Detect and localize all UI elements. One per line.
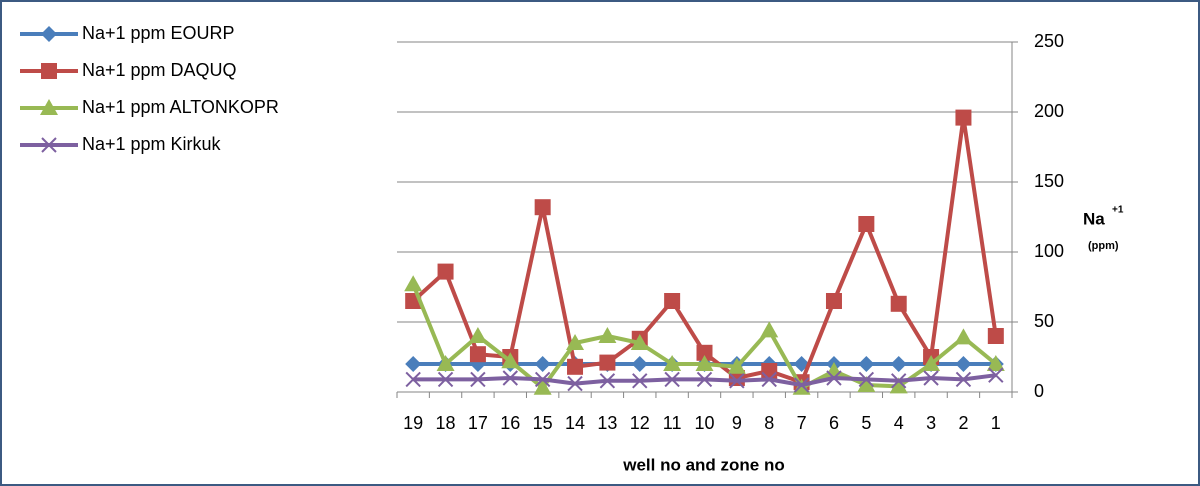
x-tick-label: 17 <box>468 413 488 433</box>
data-point <box>988 367 1004 383</box>
legend-label: Na+1 ppm DAQUQ <box>82 60 237 80</box>
data-point <box>599 354 616 371</box>
data-point <box>954 328 973 345</box>
x-tick-label: 14 <box>565 413 585 433</box>
y-axis-label-unit: (ppm) <box>1088 240 1119 252</box>
data-point <box>696 344 713 361</box>
data-point <box>695 355 714 371</box>
data-point <box>922 355 941 371</box>
y-tick-label: 150 <box>1034 171 1064 191</box>
data-point <box>761 363 778 379</box>
data-point <box>631 356 648 372</box>
data-point <box>826 370 842 386</box>
data-point <box>534 356 551 372</box>
legend-marker <box>40 99 58 115</box>
data-point <box>632 373 648 389</box>
data-point <box>955 356 972 372</box>
data-point <box>858 216 875 232</box>
x-tick-label: 19 <box>403 413 423 433</box>
data-point <box>501 352 520 369</box>
x-axis-label: well no and zone no <box>622 455 785 474</box>
x-tick-label: 9 <box>732 413 742 433</box>
data-point <box>664 371 680 388</box>
x-tick-label: 2 <box>958 413 968 433</box>
x-tick-label: 4 <box>894 413 904 433</box>
data-point <box>436 355 455 371</box>
data-point <box>502 370 518 386</box>
legend-marker <box>41 63 57 79</box>
data-point <box>858 371 875 388</box>
x-tick-label: 15 <box>533 413 553 433</box>
data-point <box>468 327 487 343</box>
data-point <box>793 377 810 393</box>
data-point <box>890 356 907 372</box>
x-tick-label: 7 <box>797 413 807 433</box>
data-point <box>825 293 842 309</box>
data-point <box>533 378 552 395</box>
data-point <box>437 263 454 280</box>
data-point <box>664 293 681 309</box>
data-point <box>599 373 616 389</box>
y-tick-label: 0 <box>1034 381 1044 401</box>
data-point <box>760 321 779 338</box>
y-tick-label: 250 <box>1034 31 1064 51</box>
legend-label: Na+1 ppm EOURP <box>82 23 235 43</box>
data-point <box>727 357 746 374</box>
data-point <box>405 356 422 372</box>
data-point <box>598 327 617 343</box>
x-tick-label: 5 <box>861 413 871 433</box>
x-tick-label: 6 <box>829 413 839 433</box>
data-point <box>889 377 908 394</box>
data-point <box>729 373 745 389</box>
data-point <box>534 199 551 216</box>
data-point <box>404 275 423 292</box>
data-point <box>986 355 1005 371</box>
legend-marker <box>41 26 57 42</box>
data-point <box>630 334 649 350</box>
data-point <box>405 371 421 388</box>
data-point <box>955 371 972 388</box>
data-point <box>567 358 584 375</box>
x-tick-label: 16 <box>500 413 520 433</box>
data-point <box>534 371 551 388</box>
data-point <box>891 373 907 389</box>
data-point <box>955 109 972 126</box>
data-point <box>663 355 682 371</box>
x-tick-label: 10 <box>694 413 714 433</box>
data-point <box>696 371 713 388</box>
y-axis-label-sup: +1 <box>1112 205 1124 216</box>
x-tick-label: 13 <box>597 413 617 433</box>
y-tick-label: 200 <box>1034 101 1064 121</box>
x-tick-label: 1 <box>991 413 1001 433</box>
data-point <box>858 356 875 372</box>
x-tick-label: 12 <box>630 413 650 433</box>
data-point <box>761 371 777 388</box>
legend-label: Na+1 ppm Kirkuk <box>82 134 222 154</box>
data-point <box>437 371 454 388</box>
data-point <box>923 370 939 386</box>
data-point <box>470 371 486 388</box>
data-point <box>987 328 1004 344</box>
x-tick-label: 3 <box>926 413 936 433</box>
x-tick-label: 11 <box>663 413 682 433</box>
y-axis-label: Na <box>1083 209 1105 228</box>
x-tick-label: 18 <box>436 413 456 433</box>
y-tick-label: 50 <box>1034 311 1054 331</box>
data-point <box>857 376 876 392</box>
legend-label: Na+1 ppm ALTONKOPR <box>82 97 279 117</box>
x-tick-label: 8 <box>764 413 774 433</box>
data-point <box>890 295 907 312</box>
y-tick-label: 100 <box>1034 241 1064 261</box>
data-point <box>567 375 583 392</box>
data-point <box>566 334 585 350</box>
legend-marker <box>41 137 57 153</box>
data-point <box>469 346 486 363</box>
